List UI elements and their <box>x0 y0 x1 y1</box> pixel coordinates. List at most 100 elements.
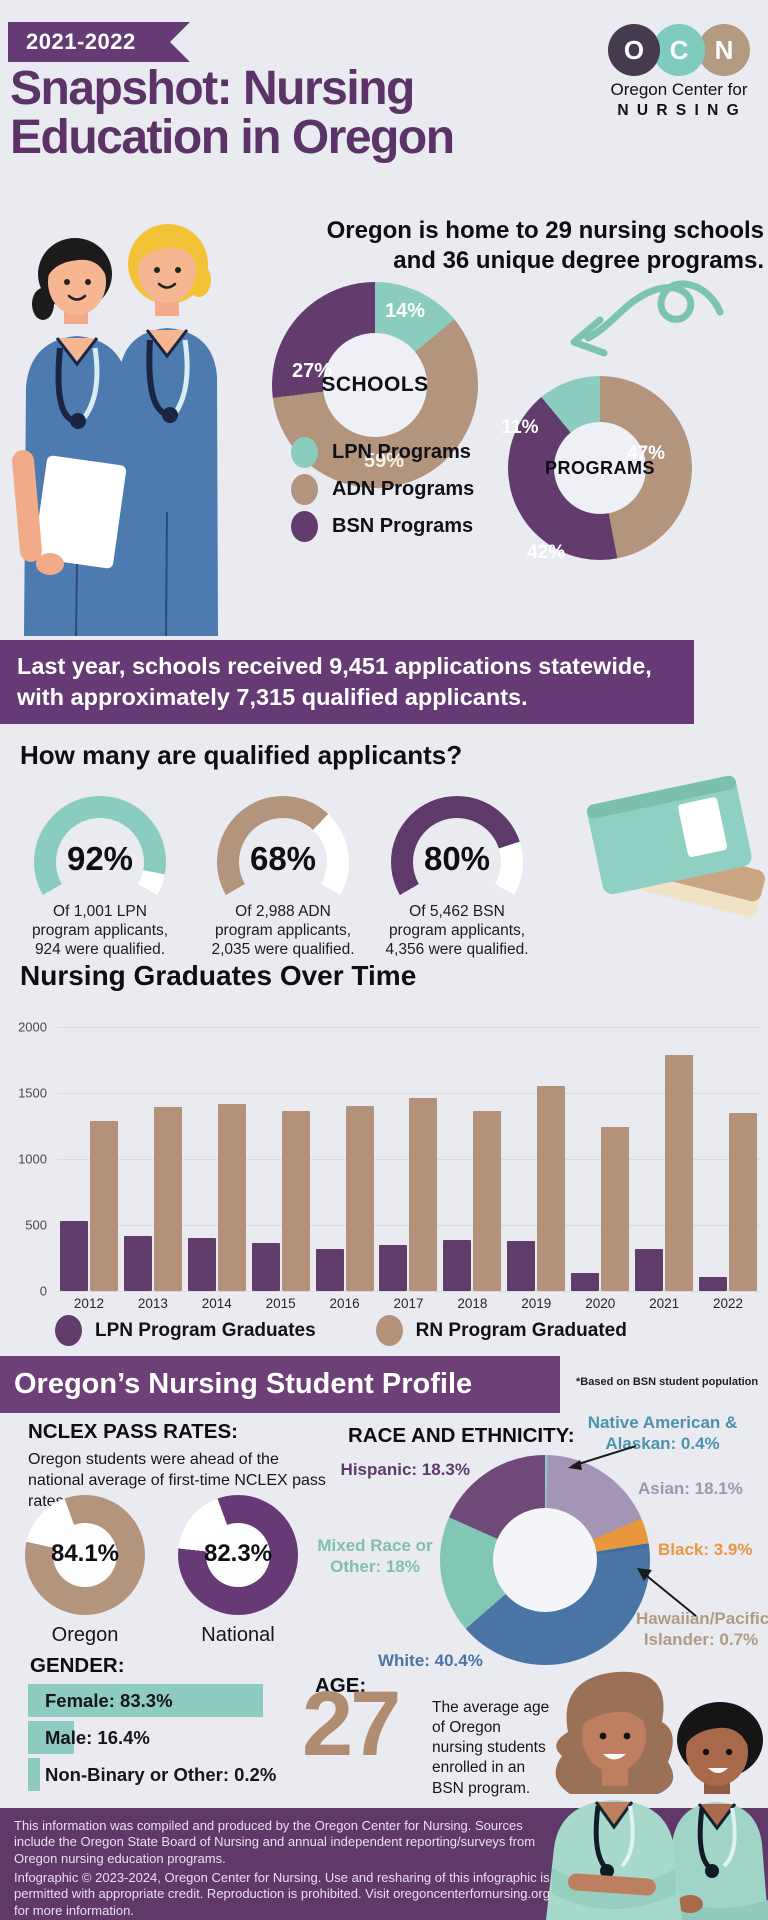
bar <box>123 1235 152 1291</box>
legend-row-adn: ADN Programs <box>291 471 474 508</box>
age-body: The average age of Oregon nursing studen… <box>432 1699 550 1797</box>
programs-donut-chart: PROGRAMS <box>508 376 692 560</box>
nclex-oregon-pct: 84.1% <box>50 1540 120 1567</box>
bar <box>315 1248 344 1291</box>
graduates-legend-lpn: LPN Program Graduates <box>55 1315 316 1346</box>
bsn-gauge-chart <box>391 796 523 928</box>
logo-letter-n: N <box>714 34 734 65</box>
adn-gauge-hole <box>239 818 327 906</box>
bsn-gauge-line1: Of 5,462 BSN <box>409 903 505 920</box>
bar-group-2014: 2014 <box>185 1027 249 1311</box>
gender-bar-chart: Female: 83.3% Male: 16.4% Non-Binary or Ot… <box>28 1684 328 1795</box>
logo-n-circle: N <box>698 24 750 76</box>
bsn-legend-label: BSN Programs <box>332 515 474 537</box>
bsn-gauge-pct: 80% <box>423 840 491 877</box>
programs-bsn-pct: 42% <box>526 542 566 563</box>
bar <box>665 1054 694 1291</box>
logo-text-line2: N U R S I N G <box>617 102 741 119</box>
bar-group-2016: 2016 <box>313 1027 377 1311</box>
page-title-line1: Snapshot: Nursing <box>10 62 415 115</box>
gridline <box>57 1225 760 1226</box>
bar <box>153 1106 182 1291</box>
nclex-oregon-hole <box>53 1523 117 1587</box>
y-tick-label: 0 <box>39 1283 47 1299</box>
gender-row: Female: 83.3% <box>28 1684 328 1717</box>
bar <box>89 1120 118 1291</box>
nclex-body: Oregon students were ahead of the nation… <box>28 1451 326 1510</box>
nclex-national-donut <box>178 1495 298 1615</box>
race-label-mixed: Mixed Race or Other: 18% <box>316 1535 434 1578</box>
bar <box>635 1248 664 1291</box>
x-tick-label: 2015 <box>265 1296 296 1311</box>
lpn-gauge-line3: 924 were qualified. <box>34 941 166 959</box>
curly-arrow-icon <box>570 280 724 357</box>
lpn-graduates-legend-label: LPN Program Graduates <box>95 1319 316 1341</box>
bar <box>409 1097 438 1291</box>
gender-bar-label: Male: 16.4% <box>45 1726 150 1748</box>
adn-legend-label: ADN Programs <box>332 478 475 500</box>
logo-letter-o: O <box>623 34 645 65</box>
programs-lpn-pct: 11% <box>501 417 539 438</box>
nurses-illustration-bottom <box>546 1671 768 1920</box>
lpn-swatch-icon <box>291 437 318 468</box>
lpn-gauge-line1: Of 1,001 LPN <box>53 903 147 920</box>
adn-gauge-chart <box>217 796 349 928</box>
schools-lpn-pct: 14% <box>384 300 426 322</box>
bar <box>699 1277 728 1291</box>
age-heading: AGE: <box>315 1674 367 1697</box>
programs-legend: LPN Programs ADN Programs BSN Programs <box>291 434 474 545</box>
gender-bar <box>28 1721 75 1754</box>
bar <box>59 1221 88 1291</box>
schools-donut-title: SCHOOLS <box>321 373 429 396</box>
legend-row-lpn: LPN Programs <box>291 434 474 471</box>
lpn-gauge-chart <box>34 796 166 928</box>
gender-heading: GENDER: <box>30 1654 125 1677</box>
race-label-black: Black: 3.9% <box>658 1540 753 1559</box>
race-donut-hole <box>493 1508 597 1612</box>
intro-line2: and 36 unique degree programs. <box>393 247 764 275</box>
adn-gauge-line2: program applicants, <box>214 922 352 940</box>
race-label-asian: Asian: 18.1% <box>638 1479 743 1498</box>
bar-group-2020: 2020 <box>568 1027 632 1311</box>
bar-group-2019: 2019 <box>504 1027 568 1311</box>
intro-statement: Oregon is home to 29 nursing schools and… <box>327 216 764 277</box>
bar <box>379 1245 408 1291</box>
lpn-gauge-line2: program applicants, <box>31 922 169 940</box>
logo-c-circle: C <box>653 24 705 76</box>
x-tick-label: 2021 <box>649 1296 680 1311</box>
graduates-bar-chart: 0 500 1000 1500 2000 2012 2013 2014 2015 2016 2017… <box>18 1020 760 1311</box>
bar-group-2017: 2017 <box>377 1027 441 1311</box>
schools-donut-hole: SCHOOLS <box>321 333 429 437</box>
nclex-heading: NCLEX PASS RATES: <box>28 1420 238 1443</box>
programs-donut-hole: PROGRAMS <box>545 422 655 514</box>
x-tick-label: 2022 <box>713 1296 744 1311</box>
x-tick-label: 2014 <box>201 1296 232 1311</box>
schools-bsn-pct: 27% <box>291 360 333 382</box>
bsn-gauge-line2: program applicants, <box>388 922 526 940</box>
intro-line1: Oregon is home to 29 nursing schools <box>326 217 764 244</box>
profile-banner: Oregon’s Nursing Student Profile <box>0 1356 560 1413</box>
x-tick-label: 2018 <box>457 1296 488 1311</box>
race-label-hispanic: Hispanic: 18.3% <box>340 1460 470 1479</box>
programs-adn-pct: 47% <box>626 443 666 464</box>
profile-banner-title: Oregon’s Nursing Student Profile <box>14 1368 473 1400</box>
race-label-hawaiian: Hawaiian/Pacific Islander: 0.7% <box>636 1608 768 1651</box>
footer-paragraph1: This information was compiled and produc… <box>14 1818 536 1866</box>
ocn-logo: O C N Oregon Center for N U R S I N G <box>596 24 762 120</box>
nurses-illustration <box>12 224 218 636</box>
bsn-gauge-caption: Of 5,462 BSN program applicants, 4,356 w… <box>369 902 545 960</box>
logo-o-circle: O <box>608 24 660 76</box>
gridline <box>57 1027 760 1028</box>
connector-arrow-icons <box>568 1445 697 1617</box>
race-label-native-line2: Alaskan: 0.4% <box>605 1434 720 1454</box>
y-tick-label: 2000 <box>18 1019 47 1035</box>
gender-bar <box>28 1758 40 1791</box>
year-ribbon-label: 2021-2022 <box>26 29 136 54</box>
rn-graduates-swatch-icon <box>375 1315 403 1346</box>
bar <box>571 1272 600 1291</box>
bar-group-2018: 2018 <box>440 1027 504 1311</box>
bar <box>473 1111 502 1291</box>
nclex-national-label: National <box>201 1624 275 1646</box>
bsn-swatch-icon <box>291 511 318 542</box>
